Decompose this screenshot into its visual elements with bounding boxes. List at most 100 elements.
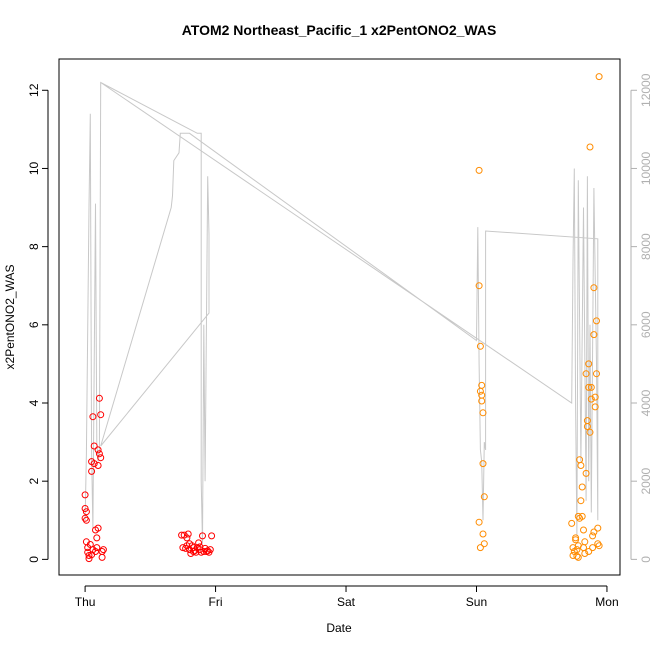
data-point xyxy=(82,508,90,516)
data-point xyxy=(574,553,582,561)
data-point xyxy=(189,548,197,555)
y-tick-label: 12 xyxy=(27,83,41,97)
data-point xyxy=(590,331,598,339)
data-point xyxy=(573,552,581,560)
data-point xyxy=(195,539,203,547)
data-point xyxy=(594,540,602,548)
data-point xyxy=(593,317,600,325)
data-point xyxy=(478,397,486,405)
data-point xyxy=(184,530,192,538)
right-tick-label: 4000 xyxy=(639,389,650,416)
data-point xyxy=(178,531,186,539)
data-point xyxy=(589,544,597,552)
right-axis: 0 2000 4000 6000 8000 10000 12000 xyxy=(630,73,650,563)
data-point xyxy=(587,395,595,403)
data-point xyxy=(93,534,101,542)
data-point xyxy=(89,413,97,421)
plot-area xyxy=(58,58,621,576)
data-point xyxy=(582,370,590,378)
data-point xyxy=(585,360,593,368)
data-point xyxy=(587,383,595,391)
right-tick-label: 0 xyxy=(639,556,650,563)
chart-title: ATOM2 Northeast_Pacific_1 x2PentONO2_WAS xyxy=(182,22,497,38)
data-point xyxy=(81,491,89,499)
data-point xyxy=(578,483,586,491)
data-point xyxy=(572,536,580,544)
right-tick-label: 6000 xyxy=(639,311,650,338)
right-tick-label: 10000 xyxy=(639,151,650,185)
data-point xyxy=(479,460,487,468)
data-point xyxy=(582,469,590,477)
data-point xyxy=(88,551,96,559)
data-point xyxy=(593,370,600,378)
altitude-trace-line xyxy=(84,81,599,544)
data-point xyxy=(480,540,488,548)
x-tick-label: Sat xyxy=(337,595,356,609)
data-point xyxy=(196,543,204,551)
data-point xyxy=(95,394,103,402)
data-point xyxy=(206,546,214,554)
data-point xyxy=(82,516,90,524)
data-point xyxy=(88,467,96,475)
data-point xyxy=(90,460,98,468)
data-point xyxy=(590,284,598,292)
data-point xyxy=(478,381,486,389)
x-tick-label: Sun xyxy=(466,595,487,609)
data-point xyxy=(95,450,103,458)
data-point xyxy=(475,282,483,290)
data-point xyxy=(476,544,484,552)
data-point xyxy=(99,546,107,554)
data-point xyxy=(475,166,483,174)
y-tick-label: 6 xyxy=(27,321,41,328)
data-point xyxy=(93,544,101,552)
y-tick-label: 10 xyxy=(27,161,41,175)
data-point xyxy=(81,514,89,522)
data-point xyxy=(476,342,484,350)
data-point xyxy=(97,454,105,462)
y-tick-label: 8 xyxy=(27,243,41,250)
right-tick-label: 12000 xyxy=(639,73,650,107)
data-point xyxy=(208,532,216,540)
x-axis: Thu Fri Sat Sun Mon xyxy=(75,585,619,609)
data-point xyxy=(480,493,488,501)
data-point xyxy=(476,387,484,395)
data-point xyxy=(578,512,586,520)
data-point xyxy=(581,538,589,546)
data-point xyxy=(475,518,483,526)
y-tick-label: 0 xyxy=(27,556,41,563)
data-point xyxy=(591,393,599,401)
data-point xyxy=(577,497,585,505)
data-point xyxy=(577,462,585,469)
data-point xyxy=(595,73,603,81)
data-point xyxy=(574,512,582,520)
data-point xyxy=(94,462,102,469)
data-point xyxy=(591,403,599,411)
data-point xyxy=(98,553,106,561)
data-point xyxy=(589,532,597,540)
data-point xyxy=(583,423,591,430)
data-point xyxy=(586,143,594,151)
data-point xyxy=(581,550,589,557)
x-tick-label: Fri xyxy=(209,595,223,609)
y-axis-title: x2PentONO2_WAS xyxy=(3,265,17,370)
y-tick-label: 4 xyxy=(27,399,41,406)
data-point xyxy=(81,505,89,512)
data-point xyxy=(200,548,208,555)
data-point xyxy=(568,519,576,527)
data-point xyxy=(573,546,581,554)
data-point xyxy=(580,544,587,552)
x-tick-label: Thu xyxy=(75,595,96,609)
data-point xyxy=(590,528,598,536)
data-point xyxy=(572,534,580,542)
data-points-layer xyxy=(81,73,603,563)
data-point xyxy=(585,383,593,391)
data-point xyxy=(479,530,487,538)
data-point xyxy=(586,428,594,436)
data-point xyxy=(594,524,602,532)
data-point xyxy=(94,446,102,454)
data-point xyxy=(97,411,105,419)
data-point xyxy=(183,542,191,550)
data-point xyxy=(595,542,603,550)
x-tick-label: Mon xyxy=(595,595,618,609)
